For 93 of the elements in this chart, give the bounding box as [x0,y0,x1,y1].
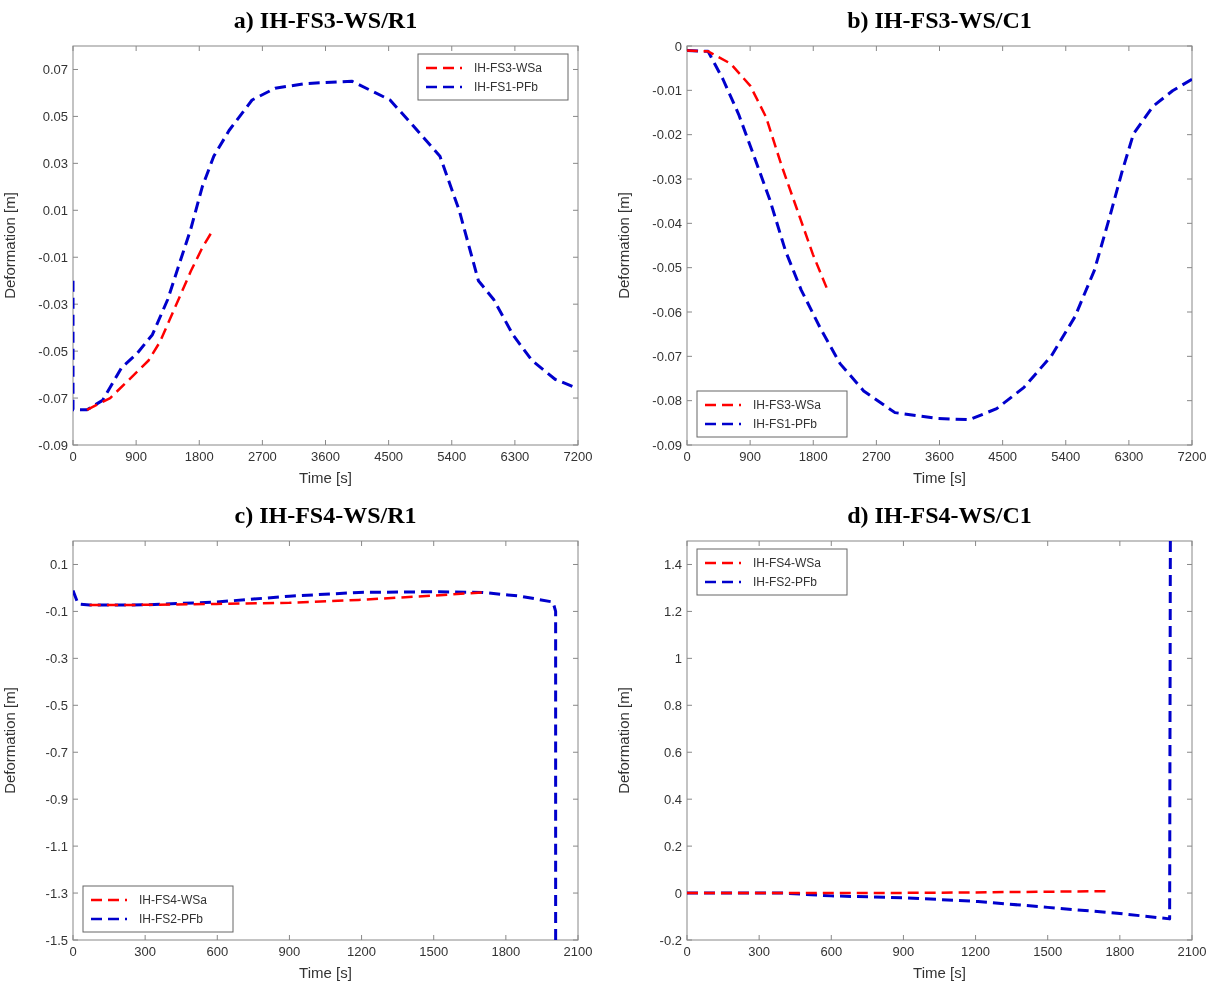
x-tick-label: 300 [748,944,770,959]
x-tick-label: 7200 [1177,449,1207,464]
legend-label: IH-FS1-PFb [474,80,539,95]
x-tick-label: 300 [134,944,156,959]
y-tick-label: -0.2 [659,932,682,948]
y-tick-label: 0.01 [42,202,68,218]
x-axis-title: Time [s] [299,964,352,981]
y-tick-label: -0.05 [652,260,682,276]
x-tick-label: 900 [125,449,147,464]
y-tick-label: -0.01 [652,82,682,98]
y-tick-label: 0.8 [663,697,682,713]
y-tick-label: -0.07 [38,390,68,406]
chart-title: a) IH-FS3-WS/R1 [233,7,418,33]
x-tick-label: 1200 [347,944,377,959]
line-series [88,591,484,607]
x-tick-label: 2100 [1177,944,1207,959]
y-tick-label: -0.02 [652,127,682,143]
x-tick-label: 1800 [798,449,828,464]
x-tick-label: 2700 [861,449,891,464]
x-tick-label: 5400 [1051,449,1081,464]
y-tick-label: -0.3 [45,650,68,666]
y-tick-label: -1.5 [45,932,68,948]
y-tick-label: -1.1 [45,838,68,854]
x-tick-label: 6300 [500,449,530,464]
x-tick-label: 4500 [988,449,1018,464]
x-tick-label: 900 [892,944,915,959]
x-tick-label: 5400 [437,449,467,464]
y-tick-label: -0.9 [45,791,68,807]
legend-label: IH-FS3-WSa [753,398,822,413]
x-tick-label: 1200 [961,944,991,959]
x-tick-label: 2700 [247,449,277,464]
y-tick-label: -0.01 [38,249,68,265]
y-tick-label: -1.3 [45,885,68,901]
x-tick-label: 3600 [311,449,340,464]
x-tick-label: 1800 [1105,944,1135,959]
y-axis-title: Deformation [m] [1,687,18,794]
y-axis-title: Deformation [m] [615,687,632,794]
chart-title: b) IH-FS3-WS/C1 [847,7,1032,33]
y-axis-title: Deformation [m] [615,192,632,299]
y-tick-label: -0.04 [652,215,682,231]
y-tick-label: 1.4 [663,557,682,573]
y-tick-label: -0.07 [652,348,682,364]
legend-label: IH-FS4-WSa [753,556,822,571]
x-tick-label: 600 [820,944,843,959]
x-tick-label: 900 [278,944,301,959]
y-tick-label: -0.5 [45,697,68,713]
y-tick-label: -0.09 [38,437,68,453]
x-tick-label: 1500 [1033,944,1063,959]
line-series [687,49,828,289]
line-series [85,232,212,412]
x-tick-label: 1500 [419,944,449,959]
y-tick-label: 1 [674,650,682,666]
y-axis-title: Deformation [m] [1,192,18,299]
y-tick-label: -0.7 [45,744,68,760]
y-tick-label: 0.05 [42,108,68,124]
line-series [687,541,1172,921]
chart-title: d) IH-FS4-WS/C1 [847,502,1032,528]
y-tick-label: 0 [674,885,682,901]
x-tick-label: 3600 [925,449,954,464]
x-tick-label: 900 [739,449,761,464]
y-tick-label: 0.4 [663,791,682,807]
legend-label: IH-FS2-PFb [139,912,204,927]
x-tick-label: 7200 [563,449,593,464]
y-tick-label: 1.2 [663,603,682,619]
legend-label: IH-FS4-WSa [139,893,208,908]
y-tick-label: -0.08 [652,393,682,409]
x-axis-title: Time [s] [913,469,966,486]
y-tick-label: 0.07 [42,62,68,78]
y-tick-label: -0.09 [652,437,682,453]
y-tick-label: -0.05 [38,343,68,359]
line-series [73,79,574,412]
y-tick-label: 0.2 [663,838,682,854]
line-series [73,589,558,940]
y-tick-label: 0.03 [42,155,68,171]
x-tick-label: 6300 [1114,449,1144,464]
x-tick-label: 2100 [563,944,593,959]
x-axis-title: Time [s] [913,964,966,981]
legend-label: IH-FS1-PFb [753,417,818,432]
y-tick-label: -0.03 [38,296,68,312]
x-tick-label: 600 [206,944,229,959]
y-tick-label: 0 [674,38,682,54]
y-tick-label: 0.6 [663,744,682,760]
x-tick-label: 4500 [374,449,404,464]
x-tick-label: 1800 [184,449,214,464]
legend-label: IH-FS2-PFb [753,575,818,590]
chart-title: c) IH-FS4-WS/R1 [234,502,417,528]
legend-label: IH-FS3-WSa [474,61,543,76]
x-tick-label: 1800 [491,944,521,959]
y-tick-label: 0.1 [49,557,68,573]
y-tick-label: -0.03 [652,171,682,187]
x-axis-title: Time [s] [299,469,352,486]
y-tick-label: -0.1 [45,603,68,619]
y-tick-label: -0.06 [652,304,682,320]
